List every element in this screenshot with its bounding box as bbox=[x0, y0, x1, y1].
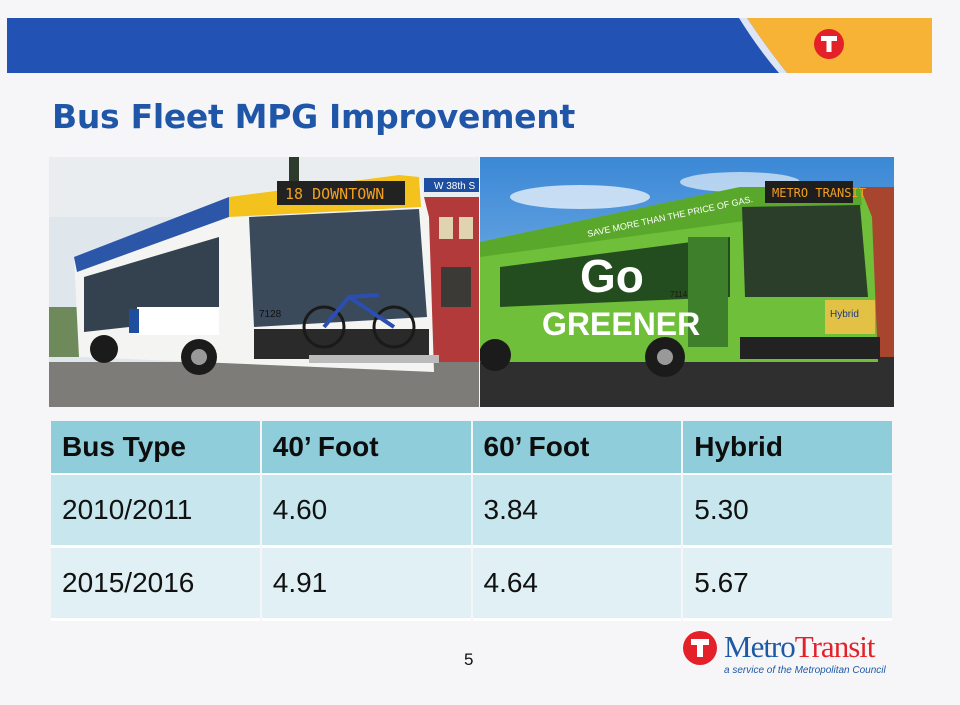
top-banner bbox=[7, 18, 932, 73]
hybrid-badge: Hybrid bbox=[830, 309, 859, 320]
cell-hybrid: 5.30 bbox=[683, 475, 892, 548]
cell-year: 2010/2011 bbox=[51, 475, 260, 548]
cell-60-foot: 4.64 bbox=[472, 548, 682, 621]
logo-name-metro: Metro bbox=[724, 629, 796, 664]
ad-line-2: GREENER bbox=[542, 306, 700, 342]
logo-name-transit: Transit bbox=[794, 629, 876, 664]
column-header-60-foot: 60’ Foot bbox=[472, 421, 682, 475]
logo-tagline: a service of the Metropolitan Council bbox=[724, 665, 886, 676]
cell-40-foot: 4.91 bbox=[261, 548, 471, 621]
cell-year: 2015/2016 bbox=[51, 548, 260, 621]
bus-number: 7128 bbox=[259, 309, 282, 320]
metro-transit-logo: MetroTransit a service of the Metropolit… bbox=[682, 628, 896, 678]
photo-40ft-bus: W 38th S 18 DOWNTOWN 7128 bbox=[49, 157, 479, 407]
street-sign: W 38th S bbox=[434, 181, 475, 192]
metro-transit-t-icon bbox=[813, 28, 845, 60]
logo-wordmark: MetroTransit bbox=[724, 629, 876, 665]
destination-sign: METRO TRANSIT bbox=[772, 186, 866, 200]
ad-line-1: Go bbox=[580, 250, 644, 302]
cell-60-foot: 3.84 bbox=[472, 475, 682, 548]
column-header-bus-type: Bus Type bbox=[51, 421, 260, 475]
cell-40-foot: 4.60 bbox=[261, 475, 471, 548]
table-header-row: Bus Type 40’ Foot 60’ Foot Hybrid bbox=[51, 421, 892, 475]
destination-sign: 18 DOWNTOWN bbox=[285, 185, 384, 203]
mpg-table: Bus Type 40’ Foot 60’ Foot Hybrid 2010/2… bbox=[49, 421, 894, 621]
slide-title: Bus Fleet MPG Improvement bbox=[52, 97, 575, 136]
column-header-hybrid: Hybrid bbox=[683, 421, 892, 475]
page-number: 5 bbox=[464, 650, 474, 669]
photo-hybrid-bus: METRO TRANSIT SAVE MORE THAN THE PRICE O… bbox=[480, 157, 894, 407]
table-row: 2010/2011 4.60 3.84 5.30 bbox=[51, 475, 892, 548]
bus-number: 7114 bbox=[670, 290, 688, 299]
metro-transit-t-icon bbox=[682, 630, 718, 666]
column-header-40-foot: 40’ Foot bbox=[261, 421, 471, 475]
table-row: 2015/2016 4.91 4.64 5.67 bbox=[51, 548, 892, 621]
cell-hybrid: 5.67 bbox=[683, 548, 892, 621]
